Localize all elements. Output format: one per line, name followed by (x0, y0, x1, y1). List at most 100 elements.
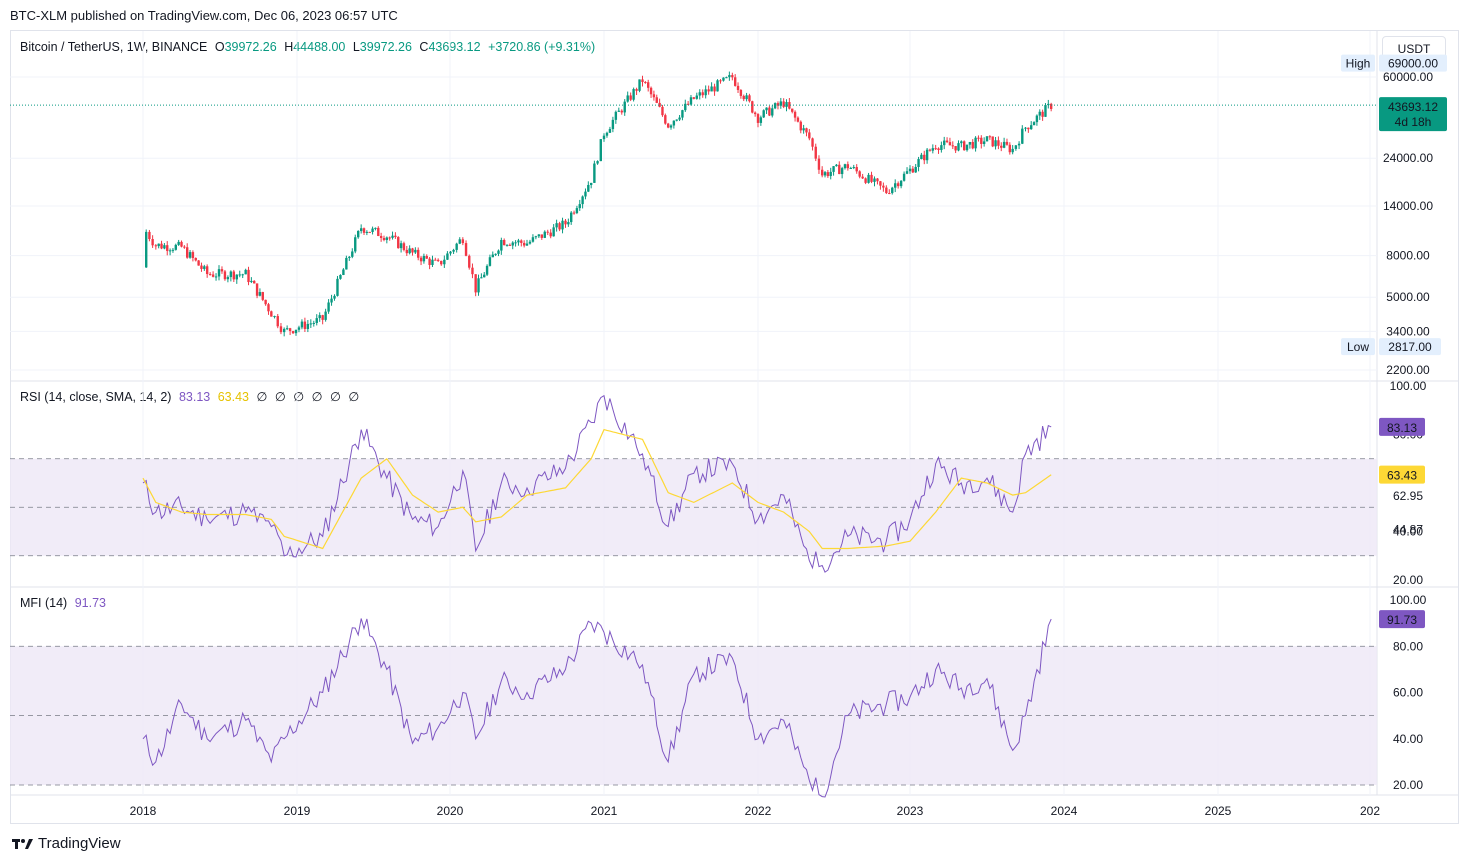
candle-body (793, 111, 797, 118)
countdown-badge: 4d 18h (1395, 115, 1432, 129)
candle-body (937, 148, 940, 151)
price-tick-label: 3400.00 (1386, 324, 1430, 338)
candle-body (988, 136, 992, 138)
candle-body (649, 87, 653, 95)
candle-body (632, 89, 635, 100)
candle-body (522, 242, 526, 246)
candle-body (217, 269, 221, 277)
candle-body (882, 185, 885, 188)
candle-body (934, 148, 937, 150)
candle-body (477, 278, 480, 293)
candle-body (739, 89, 743, 96)
time-axis-label: 2024 (1051, 804, 1078, 818)
candle-body (698, 92, 701, 96)
candle-body (203, 266, 206, 269)
rsi-extra: ∅ (348, 390, 360, 404)
rsi-name: RSI (14, close, SMA, 14, 2) (20, 390, 172, 404)
candle-body (543, 231, 546, 238)
candle-body (925, 149, 929, 161)
candle-body (762, 110, 765, 118)
low-value-bg (1379, 338, 1441, 356)
high-value: 69000.00 (1388, 57, 1438, 71)
candle-body (960, 141, 963, 144)
candle-body (282, 328, 286, 333)
candle-body (620, 110, 623, 113)
candle-body (276, 316, 279, 327)
candle-body (324, 311, 327, 320)
chart-frame (10, 30, 1459, 824)
candle-body (788, 102, 791, 109)
candle-body (768, 107, 771, 116)
candle-body (1038, 111, 1041, 116)
candle-body (666, 123, 670, 128)
candle-body (534, 236, 538, 238)
candle-body (394, 235, 397, 238)
candle-body (549, 232, 552, 237)
candle-body (716, 80, 719, 92)
candle-body (974, 137, 977, 149)
candle-body (575, 208, 579, 214)
candle-body (220, 269, 224, 272)
candle-body (502, 240, 506, 246)
candle-body (348, 256, 351, 258)
candle-body (835, 164, 838, 167)
candle-body (235, 274, 238, 280)
candle-body (191, 252, 195, 258)
candle-body (908, 168, 912, 172)
candle-body (742, 95, 745, 100)
candle-body (852, 167, 855, 169)
candle-body (728, 75, 731, 78)
candle-body (321, 315, 324, 320)
candle-body (197, 260, 200, 266)
candle-body (154, 245, 158, 247)
rsi-badge-bg (1379, 417, 1425, 436)
candle-body (994, 140, 997, 147)
candle-body (491, 254, 494, 258)
candle-body (982, 141, 986, 144)
candle-body (808, 132, 811, 139)
candle-body (318, 315, 321, 319)
mfi-value: 91.73 (74, 596, 106, 610)
candle-body (464, 243, 468, 256)
candle-body (1035, 115, 1039, 123)
candle-body (596, 161, 599, 164)
candle-body (145, 231, 148, 268)
candle-body (1041, 111, 1044, 117)
candle-body (968, 142, 972, 145)
rsi-extra: ∅ (311, 390, 323, 404)
rsi-tick-label: 40.00 (1393, 525, 1423, 539)
candle-body (399, 243, 403, 249)
candle-body (785, 102, 788, 107)
candle-body (1021, 128, 1024, 144)
candle-body (669, 125, 673, 128)
candle-body (840, 168, 844, 175)
candle-body (985, 136, 989, 142)
candle-body (1027, 127, 1030, 130)
candle-body (546, 231, 549, 233)
candle-body (425, 255, 428, 259)
time-axis-label: 2021 (591, 804, 618, 818)
candle-body (923, 154, 926, 161)
candle-body (1014, 145, 1018, 149)
candle-body (157, 243, 160, 247)
candle-body (652, 94, 656, 98)
candle-body (725, 77, 728, 79)
rsi-sma-badge-bg (1379, 465, 1425, 484)
ohlc-change: +3720.86 (+9.31%) (488, 40, 596, 54)
candle-body (829, 171, 832, 177)
candle-body (434, 259, 437, 261)
candle-body (779, 101, 783, 106)
candle-body (558, 223, 561, 230)
candle-body (684, 103, 687, 111)
candle-body (483, 274, 486, 278)
price-tick-label: 24000.00 (1383, 151, 1433, 165)
candle-body (339, 274, 342, 279)
ohlc-high: 44488.00 (293, 40, 346, 54)
mfi-tick-label: 60.00 (1393, 686, 1423, 700)
candle-body (564, 220, 567, 225)
candle-body (748, 95, 751, 102)
candle-body (1005, 141, 1009, 145)
candle-body (351, 251, 354, 257)
candle-body (468, 255, 471, 268)
candle-body (300, 321, 304, 328)
